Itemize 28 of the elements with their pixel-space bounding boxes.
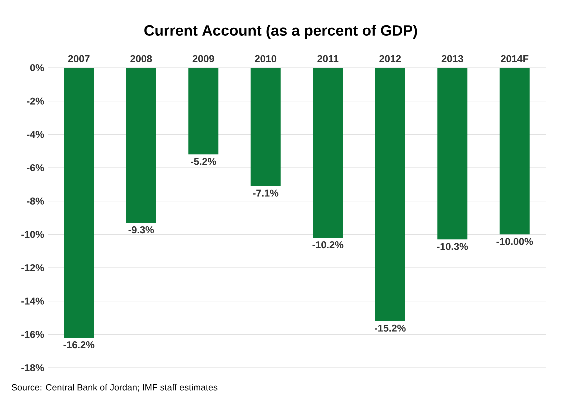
data-label: -16.2%	[64, 342, 95, 349]
y-tick-label: -8%	[27, 198, 44, 205]
data-label: -9.3%	[128, 226, 154, 234]
y-tick-label: -6%	[27, 164, 44, 172]
x-tick-label: 2012	[380, 55, 402, 62]
data-label: -10.2%	[312, 242, 344, 249]
data-label: -10.00%	[496, 238, 534, 246]
y-tick-label: -2%	[27, 98, 44, 105]
x-tick-label: 2009	[192, 55, 214, 62]
x-tick-label: 2011	[318, 55, 339, 62]
data-label: -7.1%	[253, 190, 279, 197]
y-tick-label: -4%	[27, 131, 44, 138]
y-tick-label: -14%	[22, 298, 44, 305]
x-tick-label: 2013	[442, 55, 464, 62]
y-tick-label: 0%	[30, 64, 44, 72]
y-tick-label: -12%	[22, 264, 44, 272]
x-tick-label: 2008	[130, 55, 152, 62]
x-tick-label: 2014F	[501, 55, 529, 62]
y-tick-label: -10%	[22, 231, 44, 238]
source-note: Source: Central Bank of Jordan; IMF staff estimates	[12, 384, 218, 392]
data-label: -15.2%	[374, 324, 406, 332]
y-tick-label: -16%	[22, 331, 44, 338]
y-tick-label: -18%	[22, 364, 44, 372]
x-tick-label: 2007	[68, 55, 90, 62]
chart-title: Current Account (as a percent of GDP)	[144, 25, 418, 39]
data-label: -10.3%	[437, 243, 468, 250]
x-tick-label: 2010	[255, 55, 277, 62]
data-label: -5.2%	[191, 158, 216, 166]
